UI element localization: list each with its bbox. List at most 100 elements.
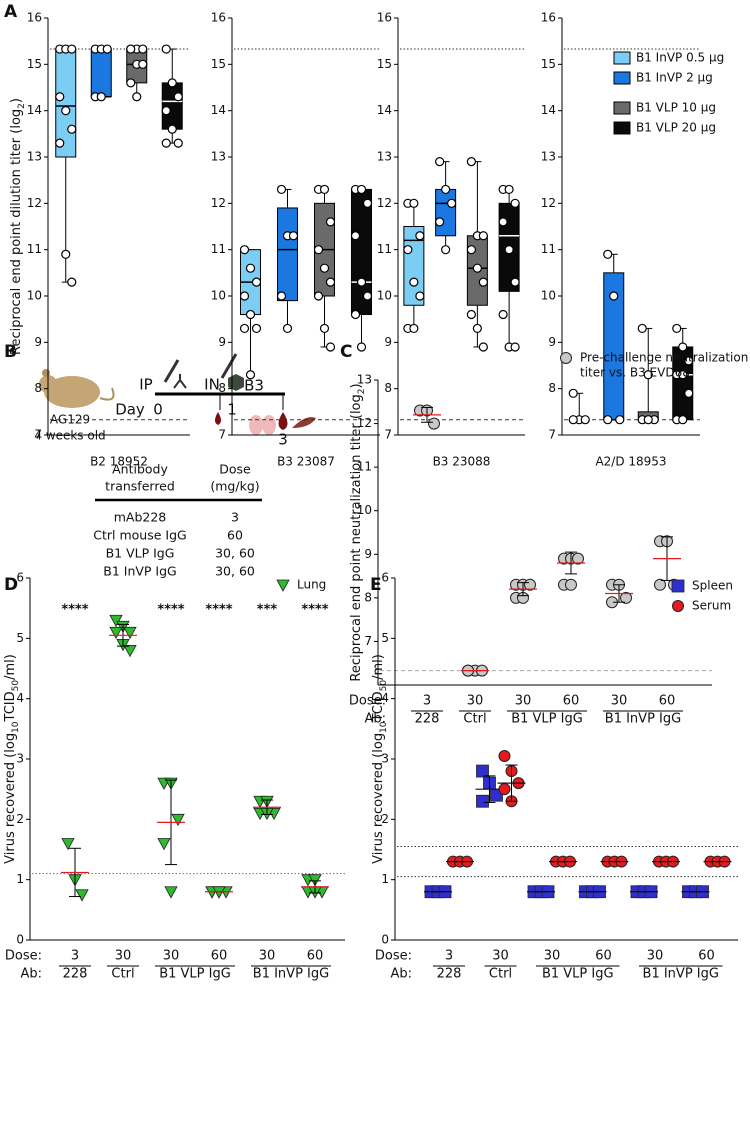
y-tick-label: 1 bbox=[16, 872, 24, 886]
legend-label: Lung bbox=[297, 578, 326, 592]
dose-label: 30 bbox=[163, 949, 180, 964]
data-point bbox=[643, 370, 653, 380]
y-tick-label: 9 bbox=[548, 335, 556, 349]
y-tick-label: 8 bbox=[218, 381, 226, 395]
panel-label: D bbox=[4, 575, 18, 595]
y-axis-title: Virus recovered (log10TCID50/ml) bbox=[3, 654, 21, 864]
spleen-icon bbox=[292, 417, 316, 428]
dose-label: 30 bbox=[544, 949, 561, 964]
data-point bbox=[504, 184, 514, 195]
data-point bbox=[239, 245, 250, 255]
panel-title: B2 18952 bbox=[90, 455, 148, 469]
data-point bbox=[67, 277, 77, 287]
y-axis-title-part: TCID bbox=[3, 691, 18, 722]
blood-drop bbox=[215, 412, 221, 425]
y-tick-label: 15 bbox=[27, 57, 42, 71]
data-point bbox=[161, 106, 171, 116]
legend-swatch bbox=[613, 51, 631, 65]
data-point bbox=[171, 813, 185, 827]
y-axis-title-part: TCID bbox=[371, 691, 386, 722]
data-point bbox=[447, 198, 457, 208]
data-point bbox=[102, 44, 112, 54]
y-tick-label: 15 bbox=[377, 57, 392, 71]
y-tick-label: 7 bbox=[384, 428, 392, 442]
dose-label: 30 bbox=[492, 949, 509, 964]
table-header: (mg/kg) bbox=[210, 479, 259, 494]
data-point bbox=[356, 184, 367, 195]
data-point bbox=[75, 889, 89, 902]
y-tick-label: 13 bbox=[377, 150, 392, 164]
y-tick-label: 5 bbox=[381, 631, 389, 645]
y-tick-label: 13 bbox=[27, 150, 42, 164]
y-tick-label: 6 bbox=[16, 571, 24, 585]
y-tick-label: 11 bbox=[211, 242, 226, 256]
y-tick-label: 10 bbox=[541, 289, 556, 303]
data-point bbox=[678, 415, 688, 425]
dose-label: 60 bbox=[563, 694, 580, 709]
data-point bbox=[288, 231, 299, 241]
data-point bbox=[466, 157, 476, 167]
data-point bbox=[245, 370, 256, 380]
data-point bbox=[498, 783, 511, 796]
y-tick-label: 9 bbox=[364, 547, 372, 561]
mouse-icon bbox=[99, 387, 115, 401]
y-tick-label: 13 bbox=[541, 150, 556, 164]
y-tick-label: 11 bbox=[541, 242, 556, 256]
data-point bbox=[161, 138, 171, 148]
ab-label: Ctrl bbox=[489, 967, 512, 982]
y-tick-label: 10 bbox=[377, 289, 392, 303]
data-point bbox=[319, 323, 330, 334]
y-tick-label: 13 bbox=[211, 150, 226, 164]
y-axis-title-part: Virus recovered (log bbox=[371, 733, 386, 864]
data-point bbox=[61, 838, 75, 851]
panel-label: C bbox=[340, 342, 352, 362]
y-tick-label: 2 bbox=[381, 812, 389, 826]
legend-marker bbox=[276, 579, 290, 592]
y-tick-label: 12 bbox=[27, 196, 42, 210]
data-point bbox=[409, 277, 419, 287]
table-cell: B1 VLP IgG bbox=[106, 546, 175, 561]
dose-label: 60 bbox=[307, 949, 324, 964]
y-tick-label: 1 bbox=[381, 872, 389, 886]
y-axis-title-part: Virus recovered (log bbox=[3, 733, 18, 864]
data-point bbox=[138, 44, 148, 54]
y-axis-title-part: Reciprocal end point dilution titer (log bbox=[9, 109, 24, 355]
lung-icon bbox=[249, 415, 263, 435]
y-tick-label: 11 bbox=[357, 460, 372, 474]
data-point bbox=[319, 184, 330, 195]
y-tick-label: 7 bbox=[218, 428, 226, 442]
data-point bbox=[615, 415, 625, 425]
lung-icon bbox=[262, 415, 276, 435]
row-label: Dose: bbox=[349, 694, 386, 709]
dose-label: 30 bbox=[259, 949, 276, 964]
data-point bbox=[239, 323, 250, 334]
data-point bbox=[572, 552, 584, 565]
data-point bbox=[637, 323, 647, 334]
dose-label: 30 bbox=[515, 694, 532, 709]
y-tick-label: 10 bbox=[27, 289, 42, 303]
y-tick-label: 7 bbox=[364, 634, 372, 648]
row-label: Ab: bbox=[364, 712, 386, 727]
box bbox=[161, 82, 183, 130]
mouse-icon bbox=[42, 369, 50, 377]
legend-label: B1 VLP 10 μg bbox=[636, 101, 716, 115]
data-point bbox=[609, 291, 619, 301]
ab-label: Ctrl bbox=[111, 967, 134, 982]
data-point bbox=[568, 415, 578, 425]
panel-title: B3 23087 bbox=[277, 455, 335, 469]
data-point bbox=[251, 323, 262, 334]
table-cell: B1 InVP IgG bbox=[103, 564, 176, 579]
y-axis-title: Reciprocal end point dilution titer (log… bbox=[9, 98, 27, 355]
data-point bbox=[498, 217, 508, 227]
data-point bbox=[138, 59, 148, 69]
y-tick-label: 12 bbox=[377, 196, 392, 210]
y-axis-title-part: /ml) bbox=[3, 654, 18, 680]
legend-label: titer vs. B3 EVD68 bbox=[580, 366, 690, 380]
row-label: Dose: bbox=[5, 949, 42, 964]
ab-label: 228 bbox=[415, 712, 440, 727]
y-axis-title-part: 2 bbox=[357, 389, 367, 395]
dose-label: 30 bbox=[611, 694, 628, 709]
day-label: Day bbox=[115, 401, 145, 419]
y-tick-label: 12 bbox=[357, 416, 372, 430]
data-point bbox=[161, 44, 171, 54]
